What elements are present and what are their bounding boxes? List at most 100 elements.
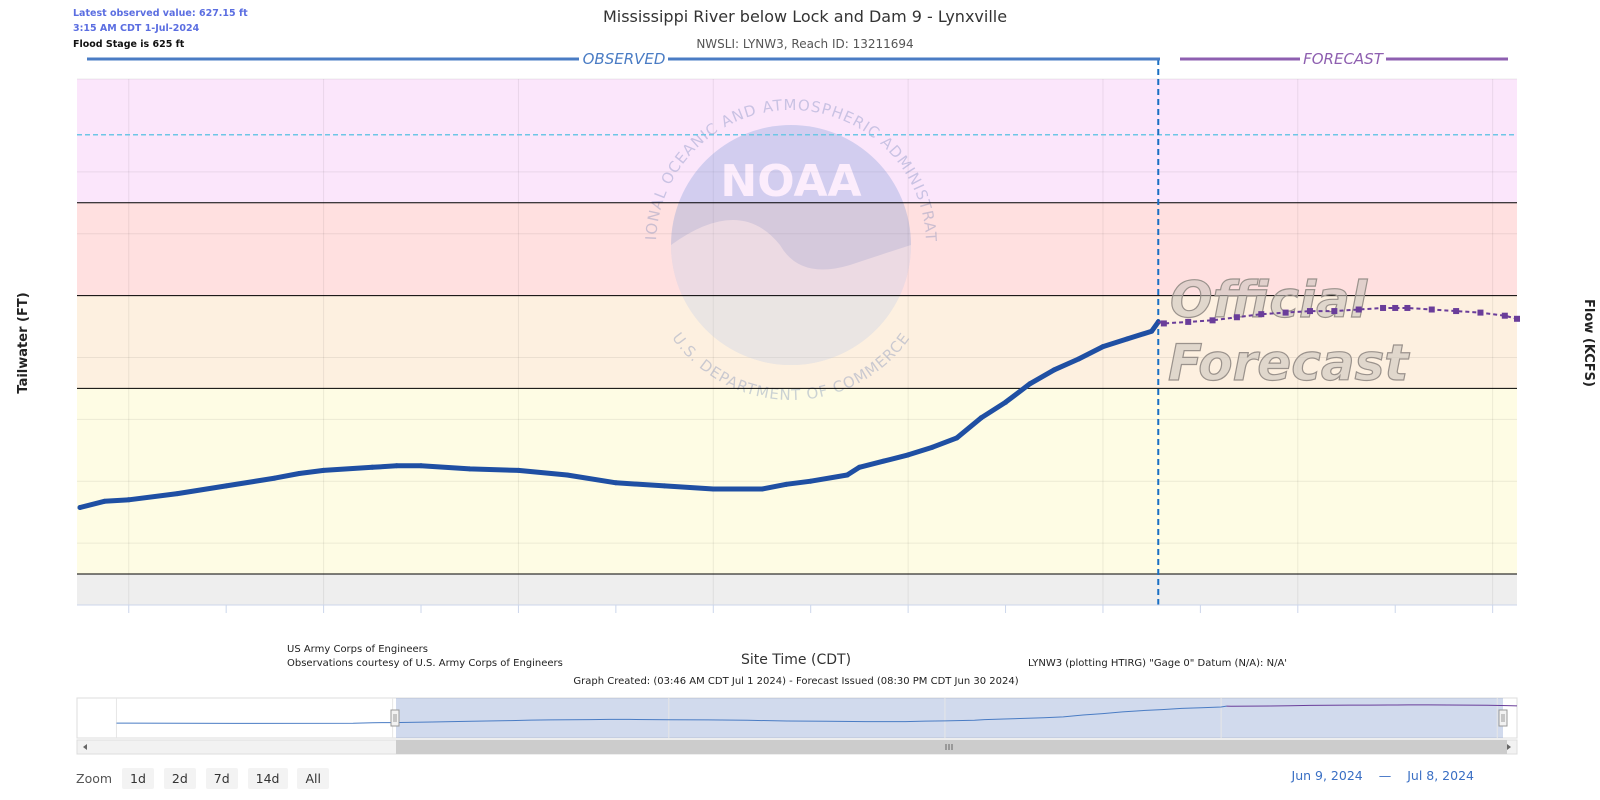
flood-category-lines	[77, 202, 1517, 575]
scroll-left-arrow-icon[interactable]	[83, 744, 87, 750]
range-navigator[interactable]	[76, 697, 1518, 755]
navigator-right-handle[interactable]	[1498, 709, 1508, 727]
axes	[77, 604, 1517, 613]
forecast-point	[1404, 304, 1411, 311]
observed-point	[1076, 356, 1082, 362]
observed-point	[101, 498, 107, 504]
observed-point	[759, 486, 765, 492]
observed-point	[1003, 399, 1009, 405]
source-line-2: Observations courtesy of U.S. Army Corps…	[287, 658, 563, 669]
forecast-point	[1306, 308, 1313, 315]
zoom-all-button[interactable]: All	[297, 768, 329, 789]
graph-created-note: Graph Created: (03:46 AM CDT Jul 1 2024)…	[573, 676, 1018, 687]
observed-point	[954, 435, 960, 441]
forecast-point	[1355, 306, 1362, 313]
observed-point	[77, 505, 83, 511]
zoom-controls: Zoom 1d 2d 7d 14d All	[76, 768, 329, 789]
observed-point	[1124, 336, 1130, 342]
observed-point	[783, 481, 789, 487]
observed-point	[1027, 381, 1033, 387]
official-forecast-watermark: Official Forecast	[1167, 270, 1411, 392]
navigator-left-handle[interactable]	[390, 709, 400, 727]
band-minor	[77, 295, 1517, 389]
observed-point	[856, 464, 862, 470]
observed-point	[272, 475, 278, 481]
navigator-series-observed	[116, 705, 1227, 724]
forecast-series-line	[1158, 307, 1518, 325]
forecast-point	[1160, 320, 1167, 327]
forecast-point	[1392, 304, 1399, 311]
official-text: Official	[1170, 271, 1368, 329]
flood-stage-note: Flood Stage is 625 ft	[73, 39, 185, 50]
observed-point	[662, 483, 668, 489]
observed-point	[321, 467, 327, 473]
observed-point	[1051, 367, 1057, 373]
forecast-point	[1428, 306, 1435, 313]
observed-point	[174, 491, 180, 497]
noaa-logo-icon	[671, 125, 911, 365]
y-axis-right-title: Flow (KCFS)	[1581, 299, 1596, 387]
forecast-text: Forecast	[1168, 334, 1410, 392]
range-separator: —	[1378, 768, 1392, 783]
observed-point	[1100, 344, 1106, 350]
observed-point	[905, 452, 911, 458]
navigator-series-forecast	[1226, 704, 1518, 707]
observed-point	[515, 467, 521, 473]
observed-point	[881, 458, 887, 464]
period-headers: OBSERVED FORECAST	[87, 50, 1508, 68]
band-moderate	[77, 202, 1517, 296]
observed-point	[844, 472, 850, 478]
forecast-point	[1209, 317, 1216, 324]
observed-point	[223, 483, 229, 489]
range-to-input[interactable]: Jul 8, 2024	[1407, 768, 1474, 783]
datum-note: LYNW3 (plotting HTIRG) "Gage 0" Datum (N…	[1028, 658, 1287, 669]
series	[77, 304, 1520, 511]
observed-point	[978, 415, 984, 421]
latest-observed-value: Latest observed value: 627.15 ft	[73, 8, 248, 19]
forecast-point	[1514, 315, 1520, 322]
scroll-right-arrow-icon[interactable]	[1507, 744, 1511, 750]
forecast-header-label: FORECAST	[1303, 50, 1385, 68]
observed-point	[126, 497, 132, 503]
forecast-point	[1501, 312, 1508, 319]
y-axis-title: Tailwater (FT)	[16, 292, 31, 393]
forecast-point	[1477, 309, 1484, 316]
observed-point	[808, 478, 814, 484]
band-major	[77, 79, 1517, 203]
forecast-point	[1331, 308, 1338, 315]
navigator-selection[interactable]	[396, 698, 1503, 738]
observed-point	[1149, 328, 1155, 334]
observed-point	[369, 464, 375, 470]
noaa-logo-text: NOAA	[720, 156, 861, 207]
chart-subtitle: NWSLI: LYNW3, Reach ID: 13211694	[696, 37, 913, 51]
zoom-7d-button[interactable]: 7d	[205, 768, 238, 789]
zoom-14d-button[interactable]: 14d	[247, 768, 288, 789]
band-below-action	[77, 574, 1517, 605]
scrollbar-grip-icon	[945, 744, 953, 750]
observed-header-label: OBSERVED	[583, 50, 666, 68]
noaa-bird-icon	[671, 220, 911, 365]
date-range-controls: Jun 9, 2024 — Jul 8, 2024	[1286, 768, 1480, 783]
observed-point	[710, 486, 716, 492]
forecast-point	[1258, 311, 1265, 318]
forecast-point	[1233, 314, 1240, 321]
latest-observed-time: 3:15 AM CDT 1-Jul-2024	[73, 23, 200, 34]
range-from-input[interactable]: Jun 9, 2024	[1291, 768, 1363, 783]
observed-point	[467, 466, 473, 472]
forecast-point	[1185, 318, 1192, 325]
observed-point	[929, 444, 935, 450]
source-line-1: US Army Corps of Engineers	[287, 644, 428, 655]
observed-point	[418, 463, 424, 469]
observed-point	[394, 463, 400, 469]
x-axis-title: Site Time (CDT)	[741, 652, 851, 668]
navigator-background	[76, 697, 1518, 739]
zoom-1d-button[interactable]: 1d	[122, 768, 154, 789]
zoom-2d-button[interactable]: 2d	[163, 768, 196, 789]
forecast-point	[1380, 304, 1387, 311]
forecast-point	[1453, 308, 1460, 315]
observed-point	[296, 471, 302, 476]
chart-title: Mississippi River below Lock and Dam 9 -…	[603, 7, 1007, 26]
forecast-point	[1282, 309, 1289, 316]
observed-point	[564, 472, 570, 478]
